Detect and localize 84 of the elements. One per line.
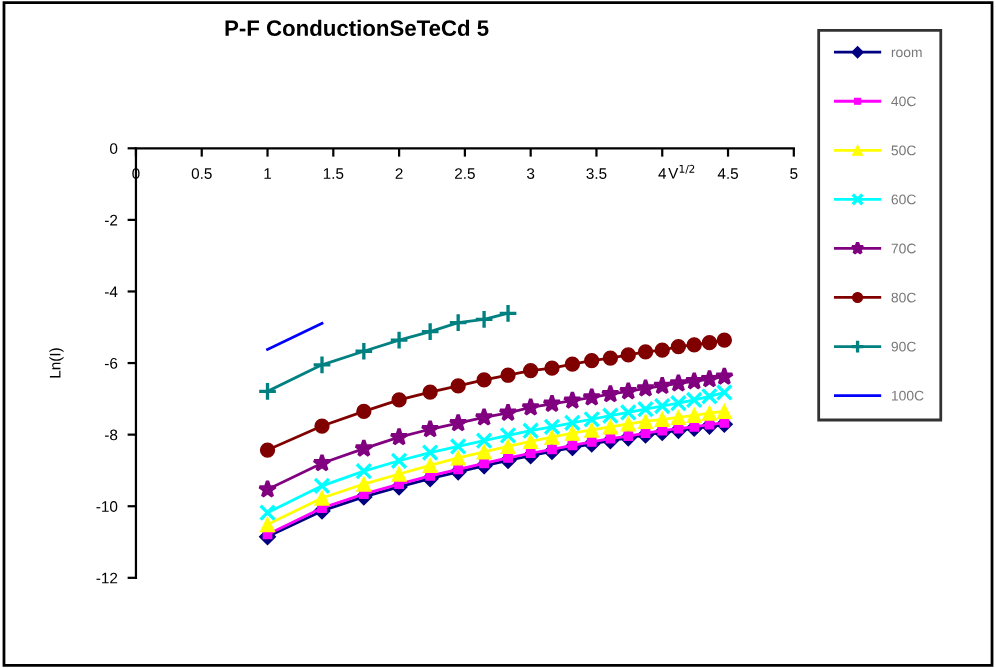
point	[523, 433, 539, 450]
point	[499, 426, 517, 444]
point	[602, 350, 619, 366]
point	[479, 458, 489, 469]
point	[623, 431, 634, 441]
point	[716, 403, 732, 420]
point	[602, 419, 619, 435]
point	[420, 321, 441, 342]
point	[500, 367, 516, 383]
point	[620, 416, 636, 432]
point	[450, 450, 466, 466]
point	[259, 516, 276, 533]
point	[635, 378, 656, 397]
point	[652, 375, 672, 395]
point	[474, 407, 494, 426]
point	[584, 352, 600, 369]
point	[313, 477, 331, 495]
point	[562, 390, 582, 410]
point	[498, 402, 518, 422]
point	[547, 444, 557, 455]
point	[701, 335, 718, 351]
point	[354, 438, 374, 458]
point	[391, 392, 407, 408]
point	[618, 381, 638, 400]
point	[542, 393, 562, 413]
point	[654, 411, 670, 427]
point	[474, 309, 495, 330]
point	[600, 384, 620, 403]
point	[356, 403, 372, 420]
point	[259, 442, 276, 458]
point	[670, 338, 687, 355]
point	[390, 452, 408, 470]
point	[448, 413, 468, 432]
point	[311, 354, 332, 375]
point	[356, 476, 372, 492]
point	[521, 397, 541, 416]
point	[476, 444, 492, 460]
point	[257, 381, 278, 402]
point	[684, 371, 704, 390]
point	[314, 418, 330, 434]
point	[637, 413, 654, 430]
point	[448, 312, 469, 333]
point	[654, 342, 670, 358]
point	[449, 437, 467, 456]
point	[257, 479, 278, 498]
point	[543, 418, 561, 436]
point	[637, 344, 654, 360]
point	[391, 466, 407, 482]
point	[620, 347, 636, 363]
point	[544, 360, 560, 376]
point	[586, 436, 597, 447]
point	[475, 432, 493, 450]
point	[584, 422, 600, 438]
point	[564, 356, 581, 372]
point	[544, 429, 560, 445]
point	[450, 378, 466, 394]
point	[523, 362, 539, 379]
point	[389, 330, 410, 351]
point	[699, 369, 720, 388]
point	[686, 407, 702, 423]
point	[314, 490, 330, 506]
point	[355, 462, 373, 480]
point	[476, 372, 492, 388]
point	[422, 384, 438, 400]
point	[503, 453, 513, 463]
point	[500, 438, 516, 455]
point	[420, 419, 440, 438]
point	[716, 332, 732, 348]
point	[498, 303, 519, 324]
point	[353, 341, 374, 362]
point	[670, 409, 687, 426]
point	[564, 425, 581, 441]
point	[701, 405, 718, 421]
point	[522, 422, 540, 440]
point	[312, 453, 332, 472]
point	[668, 373, 689, 392]
chart-title: P-F ConductionSeTeCd 5	[225, 19, 489, 37]
point	[389, 427, 409, 446]
point	[422, 457, 438, 474]
point	[421, 443, 439, 462]
point	[582, 387, 602, 406]
point	[714, 366, 734, 386]
point	[686, 337, 702, 353]
point	[258, 504, 277, 522]
